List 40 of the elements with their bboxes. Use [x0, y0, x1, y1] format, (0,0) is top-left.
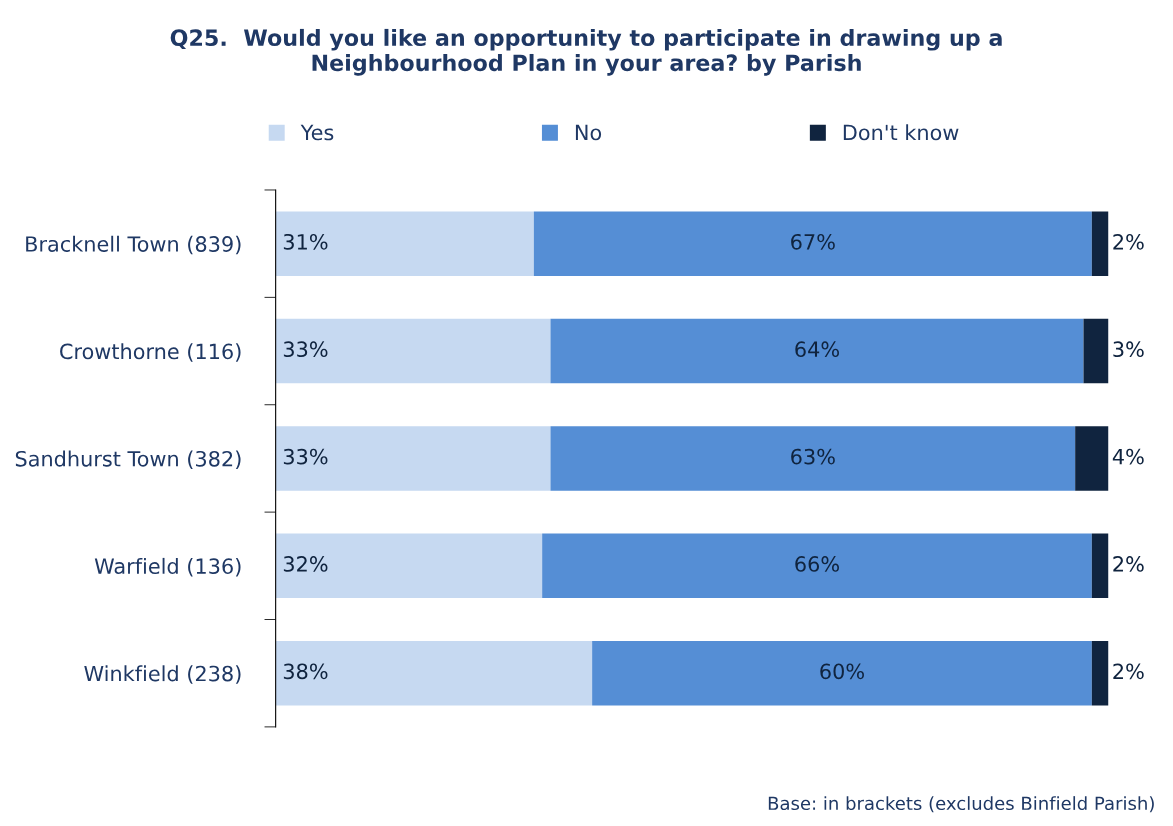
- data-label: 67%: [791, 233, 835, 250]
- bar: [1091, 533, 1109, 599]
- data-label: 32%: [283, 556, 328, 572]
- bar: [275, 211, 534, 276]
- text: Base: in brackets (excludes Binfield Parish): [768, 796, 1154, 813]
- data-label: 64%: [795, 341, 839, 358]
- bar: [275, 426, 551, 491]
- bar: [275, 318, 551, 384]
- data-label: 4%: [1112, 448, 1144, 465]
- data-label: 2%: [1113, 663, 1144, 680]
- legend-label: Yes: [300, 124, 334, 141]
- bar: [1083, 318, 1109, 384]
- data-label: 63%: [791, 448, 835, 465]
- bar: [275, 640, 593, 706]
- bar: [275, 533, 543, 599]
- chart-title: Q25. Would you like an opportunity to participate in drawing up a Neighbourhood Plan in your area? by Parish: [170, 28, 1002, 76]
- bar: [592, 640, 1092, 706]
- data-label: 33%: [283, 448, 328, 465]
- data-label: 2%: [1113, 233, 1144, 250]
- data-label: 2%: [1113, 556, 1144, 572]
- bar: [533, 211, 1092, 276]
- data-label: 60%: [820, 663, 864, 680]
- legend-label: No: [575, 124, 602, 141]
- data-label: 3%: [1113, 341, 1144, 358]
- data-label: 33%: [283, 341, 328, 358]
- y-tick-label: Winkfield (238): [84, 665, 241, 684]
- data-label: 66%: [795, 556, 839, 572]
- bar: [1091, 211, 1109, 276]
- data-label: 31%: [283, 233, 328, 250]
- bar: [1075, 426, 1109, 491]
- bar: [1091, 640, 1109, 706]
- y-tick-label: Sandhurst Town (382): [15, 450, 241, 470]
- bar: [550, 318, 1084, 384]
- y-tick-label: Bracknell Town (839): [26, 235, 241, 255]
- legend-label: Don't know: [843, 124, 959, 141]
- bar: [550, 426, 1076, 491]
- data-label: 38%: [283, 663, 328, 680]
- y-tick-label: Warfield (136): [94, 557, 241, 577]
- bar: [542, 533, 1092, 599]
- y-tick-label: Crowthorne (116): [60, 343, 241, 362]
